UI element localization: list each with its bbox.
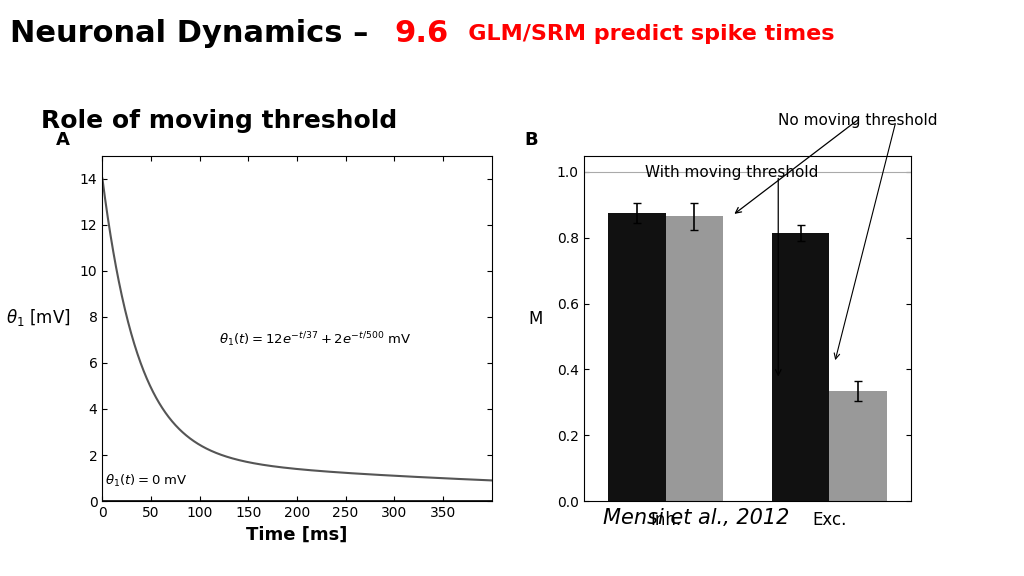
- Text: GLM/SRM predict spike times: GLM/SRM predict spike times: [445, 24, 835, 44]
- Y-axis label: $\theta_1$ [mV]: $\theta_1$ [mV]: [6, 308, 71, 328]
- Text: Role of moving threshold: Role of moving threshold: [41, 109, 397, 133]
- Bar: [666, 217, 723, 501]
- Text: $\theta_1(t) = 0$ mV: $\theta_1(t) = 0$ mV: [105, 473, 188, 489]
- Text: $\theta_1(t) = 12e^{-t/37} + 2e^{-t/500}$ mV: $\theta_1(t) = 12e^{-t/37} + 2e^{-t/500}…: [219, 331, 412, 349]
- Text: No moving threshold: No moving threshold: [778, 113, 938, 128]
- Text: A: A: [55, 131, 70, 149]
- Text: 9.6: 9.6: [394, 19, 449, 48]
- Text: B: B: [524, 131, 539, 149]
- Text: Neuronal Dynamics –: Neuronal Dynamics –: [10, 19, 379, 48]
- Text: Mensi et al., 2012: Mensi et al., 2012: [603, 509, 790, 528]
- Bar: [608, 213, 666, 501]
- Text: With moving threshold: With moving threshold: [645, 165, 818, 180]
- Bar: [829, 391, 887, 501]
- Bar: [772, 233, 829, 501]
- Y-axis label: M: M: [528, 310, 543, 328]
- X-axis label: Time [ms]: Time [ms]: [247, 525, 347, 544]
